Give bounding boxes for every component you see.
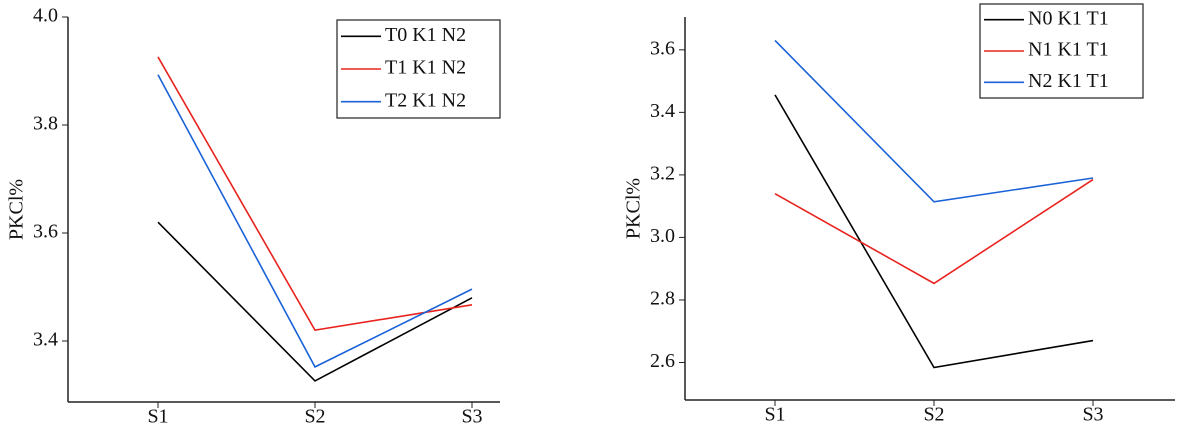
series-line [157, 56, 473, 332]
x-tick-label: S3 [461, 406, 482, 428]
x-tick-label: S2 [304, 406, 325, 428]
series-line [157, 74, 473, 368]
legend-label: T1 K1 N2 [385, 57, 466, 79]
x-tick-label: S3 [1082, 404, 1103, 426]
y-tick-label: 3.0 [650, 225, 675, 247]
y-axis-label: PKCl% [623, 178, 645, 239]
y-axis-label: PKCl% [6, 179, 28, 240]
legend-label: N2 K1 T1 [1028, 70, 1109, 92]
legend-label: T0 K1 N2 [385, 24, 466, 46]
y-tick-label: 2.6 [650, 350, 675, 372]
series-line [157, 221, 473, 382]
series-line [774, 94, 1094, 369]
legend-label: N1 K1 T1 [1028, 39, 1109, 61]
x-tick-label: S1 [147, 406, 168, 428]
x-tick-label: S1 [764, 404, 785, 426]
series-line [774, 178, 1094, 285]
series-line [774, 39, 1094, 203]
y-tick-label: 3.4 [33, 329, 58, 351]
y-tick-label: 3.2 [650, 162, 675, 184]
y-tick-label: 3.6 [33, 221, 58, 243]
y-tick-label: 3.8 [33, 113, 58, 135]
x-tick-label: S2 [923, 404, 944, 426]
legend-label: T2 K1 N2 [385, 89, 466, 111]
y-tick-label: 2.8 [650, 288, 675, 310]
y-tick-label: 4.0 [33, 5, 58, 27]
y-tick-label: 3.4 [650, 100, 675, 122]
legend-label: N0 K1 T1 [1028, 7, 1109, 29]
y-tick-label: 3.6 [650, 37, 675, 59]
